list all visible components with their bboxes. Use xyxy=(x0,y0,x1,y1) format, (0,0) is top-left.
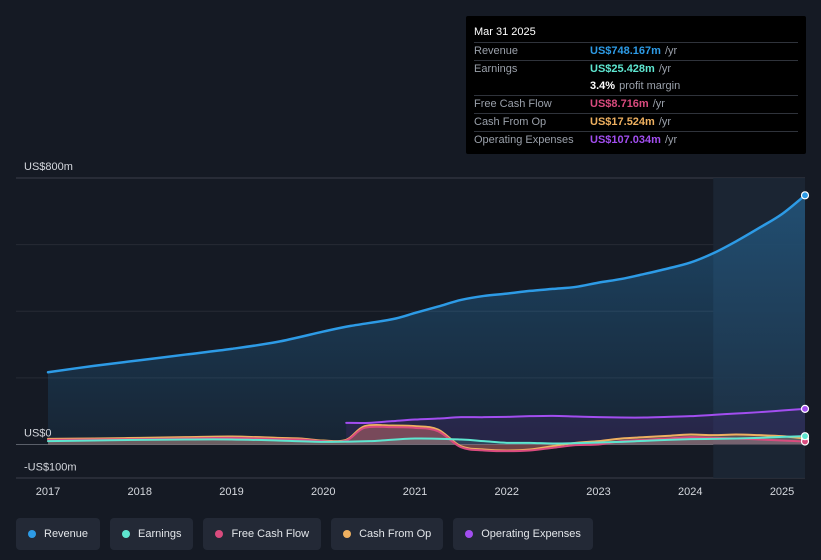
tooltip-value: US$25.428m xyxy=(590,63,655,75)
tooltip-unit: /yr xyxy=(658,116,672,128)
operating-expenses-dot-icon xyxy=(465,530,474,538)
x-tick-label: 2024 xyxy=(678,486,702,498)
legend-item-free-cash-flow[interactable]: Free Cash Flow xyxy=(203,518,322,550)
tooltip-label: Revenue xyxy=(474,45,519,57)
tooltip-row-revenue: Revenue US$748.167m /yr xyxy=(474,42,798,60)
tooltip-label: Operating Expenses xyxy=(474,134,574,146)
y-tick-label: US$0 xyxy=(24,428,52,440)
earnings-endpoint xyxy=(800,432,810,441)
revenue-area xyxy=(48,195,805,445)
legend-label: Free Cash Flow xyxy=(231,528,310,540)
tooltip-value: US$107.034m xyxy=(590,134,661,146)
tooltip-row-operating-expenses: Operating Expenses US$107.034m /yr xyxy=(474,131,798,149)
tooltip-label xyxy=(474,78,590,95)
legend-item-operating-expenses[interactable]: Operating Expenses xyxy=(453,518,593,550)
tooltip-value: US$748.167m xyxy=(590,45,661,57)
legend-item-cash-from-op[interactable]: Cash From Op xyxy=(331,518,444,550)
x-tick-label: 2018 xyxy=(128,486,152,498)
earnings-line xyxy=(47,435,806,445)
x-tick-label: 2017 xyxy=(36,486,60,498)
tooltip-label: Earnings xyxy=(474,63,518,75)
tooltip-row-earnings: Earnings US$25.428m /yr xyxy=(474,60,798,78)
revenue-line xyxy=(46,194,807,374)
legend-label: Operating Expenses xyxy=(481,528,581,540)
tooltip-unit: profit margin xyxy=(619,80,681,92)
x-tick-label: 2019 xyxy=(219,486,243,498)
x-tick-label: 2025 xyxy=(770,486,794,498)
operating-expenses-endpoint xyxy=(800,404,810,413)
x-tick-label: 2021 xyxy=(403,486,427,498)
earnings-dot-icon xyxy=(122,530,131,538)
tooltip-label: Free Cash Flow xyxy=(474,98,552,110)
tooltip-value: 3.4% xyxy=(590,80,616,92)
tooltip-unit: /yr xyxy=(664,134,678,146)
tooltip-unit: /yr xyxy=(652,98,665,110)
tooltip-value: US$8.716m xyxy=(590,98,649,110)
tooltip-unit: /yr xyxy=(664,45,678,57)
cash-from-op-dot-icon xyxy=(343,530,352,538)
legend-item-revenue[interactable]: Revenue xyxy=(16,518,101,550)
data-tooltip: Mar 31 2025 Revenue US$748.167m /yr Earn… xyxy=(466,16,806,154)
legend-item-earnings[interactable]: Earnings xyxy=(110,518,194,550)
y-tick-label: -US$100m xyxy=(24,462,77,474)
x-tick-label: 2023 xyxy=(586,486,610,498)
operating-expenses-line xyxy=(345,407,806,424)
tooltip-row-free-cash-flow: Free Cash Flow US$8.716m /yr xyxy=(474,95,798,113)
tooltip-date: Mar 31 2025 xyxy=(474,26,536,38)
tooltip-row-profit-margin: 3.4% profit margin xyxy=(474,78,798,95)
financial-chart: US$800m US$0 -US$100m 2017 2018 2019 2020 2021… xyxy=(16,161,810,498)
tooltip-value: US$17.524m xyxy=(590,116,655,128)
x-tick-label: 2020 xyxy=(311,486,335,498)
free-cash-flow-dot-icon xyxy=(215,530,224,538)
free-cash-flow-line xyxy=(47,425,806,453)
revenue-endpoint xyxy=(800,191,810,200)
legend-label: Revenue xyxy=(44,528,89,540)
x-tick-label: 2022 xyxy=(495,486,519,498)
tooltip-row-cash-from-op: Cash From Op US$17.524m /yr xyxy=(474,113,798,131)
legend-label: Cash From Op xyxy=(359,528,432,540)
y-tick-label: US$800m xyxy=(24,161,73,173)
chart-legend: Revenue Earnings Free Cash Flow Cash Fro… xyxy=(16,518,593,550)
legend-label: Earnings xyxy=(138,528,182,540)
tooltip-unit: /yr xyxy=(658,63,672,75)
revenue-dot-icon xyxy=(28,530,36,538)
tooltip-label: Cash From Op xyxy=(474,116,547,128)
